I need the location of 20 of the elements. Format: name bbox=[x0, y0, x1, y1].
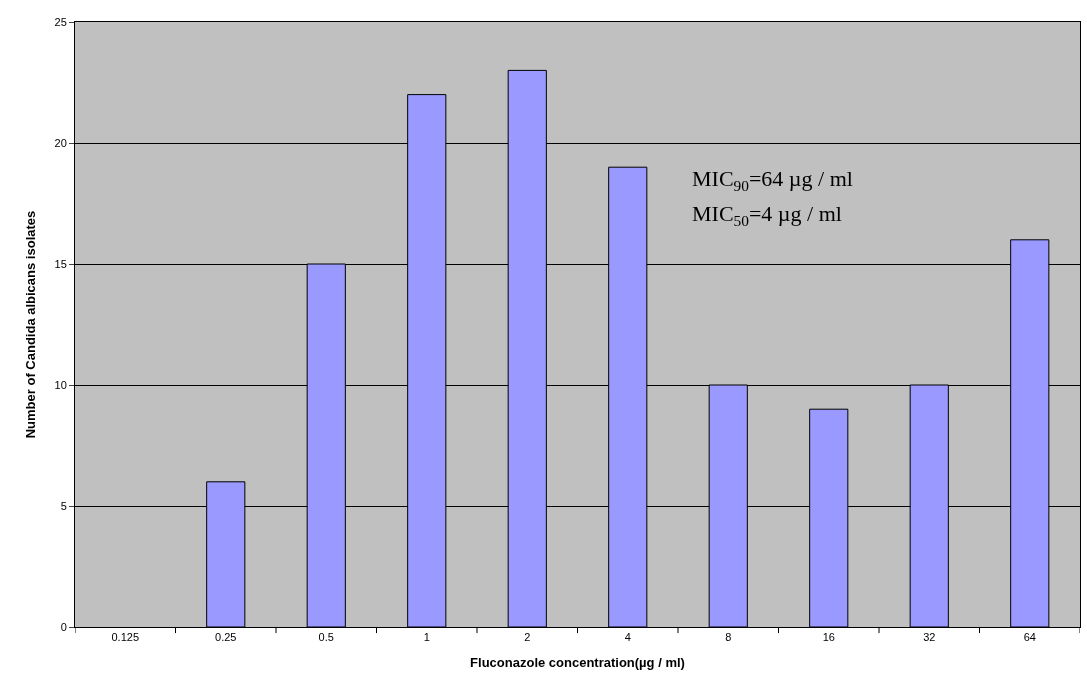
x-tick-label: 0.125 bbox=[111, 631, 140, 644]
x-tick-label: 0.5 bbox=[318, 631, 334, 644]
y-axis-title: Number of Candida albicans isolates bbox=[23, 210, 39, 439]
annotation: MIC$_{50}$=4 µg / ml bbox=[692, 201, 842, 229]
x-tick-label: 1 bbox=[423, 631, 430, 644]
x-tick-label: 8 bbox=[725, 631, 732, 644]
x-axis-title: Fluconazole concentration(µg / ml) bbox=[470, 654, 685, 670]
x-tick-label: 0.25 bbox=[215, 631, 237, 644]
x-tick-label: 2 bbox=[524, 631, 531, 644]
x-tick-label: 4 bbox=[624, 631, 631, 644]
y-tick-label: 15 bbox=[54, 257, 67, 270]
y-tick-label: 5 bbox=[60, 499, 67, 512]
y-tick-label: 0 bbox=[60, 620, 67, 633]
y-tick-label: 20 bbox=[54, 136, 67, 149]
y-tick-label: 10 bbox=[54, 378, 67, 391]
x-tick-label: 16 bbox=[822, 631, 835, 644]
annotation: MIC$_{90}$=64 µg / ml bbox=[692, 166, 853, 194]
x-tick-label: 32 bbox=[923, 631, 936, 644]
x-tick-label: 64 bbox=[1023, 631, 1036, 644]
y-tick-label: 25 bbox=[54, 15, 67, 28]
